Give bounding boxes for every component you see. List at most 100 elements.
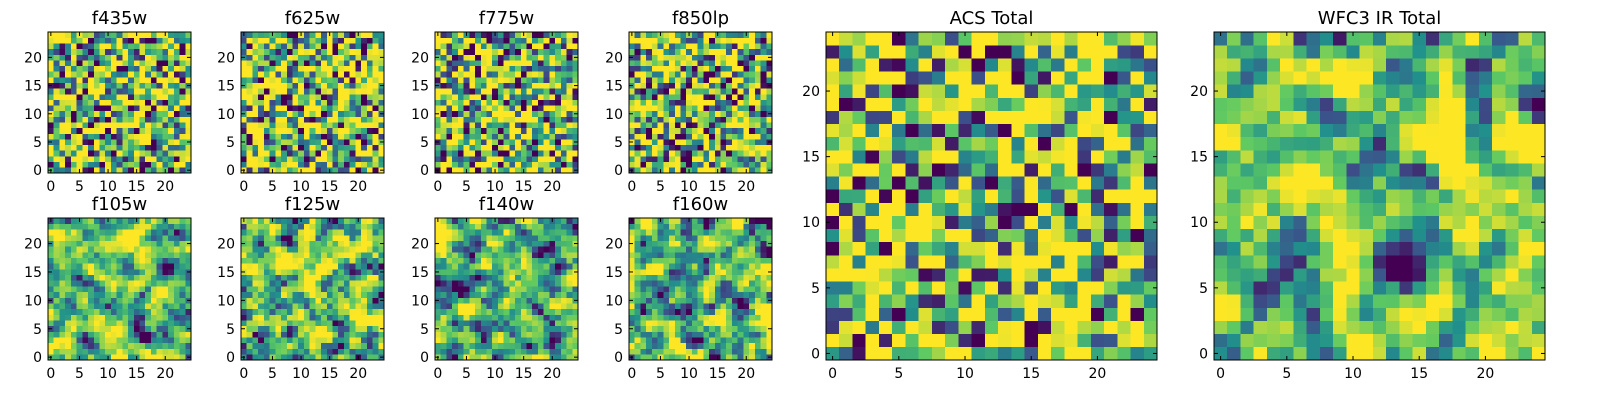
heatmap-cell <box>560 246 567 253</box>
heatmap-cell <box>549 291 556 298</box>
heatmap-cell <box>145 325 152 332</box>
heatmap-cell <box>122 71 129 78</box>
heatmap-cell <box>537 116 544 123</box>
heatmap-cell <box>743 337 750 344</box>
heatmap-cell <box>532 144 539 151</box>
heatmap-cell <box>703 116 710 123</box>
heatmap-cell <box>128 150 135 157</box>
heatmap-cells <box>629 218 773 361</box>
heatmap-cell <box>139 342 146 349</box>
heatmap-cell <box>275 337 282 344</box>
heatmap-cell <box>714 82 721 89</box>
heatmap-cell <box>65 280 72 287</box>
heatmap-cell <box>355 144 362 151</box>
heatmap-cell <box>168 314 175 321</box>
heatmap-cell <box>82 337 89 344</box>
heatmap-cell <box>269 133 276 140</box>
heatmap-cell <box>275 257 282 264</box>
heatmap-cell <box>629 314 635 321</box>
heatmap-cell <box>726 99 733 106</box>
heatmap-cell <box>76 139 83 146</box>
heatmap-cell <box>663 274 670 281</box>
heatmap-cell <box>503 297 510 304</box>
heatmap-cell <box>65 105 72 112</box>
heatmap-cell <box>275 105 282 112</box>
heatmap-cell <box>497 127 504 134</box>
heatmap-cell <box>65 82 72 89</box>
heatmap-cell <box>156 337 163 344</box>
heatmap-cell <box>286 150 293 157</box>
heatmap-cell <box>372 274 379 281</box>
heatmap-cell <box>65 167 72 174</box>
heatmap-cell <box>145 337 152 344</box>
heatmap-cell <box>156 167 163 174</box>
heatmap-cell <box>754 308 761 315</box>
heatmap-cell <box>691 99 698 106</box>
heatmap-cell <box>651 71 658 78</box>
heatmap-cell <box>321 127 328 134</box>
heatmap-cell <box>680 280 687 287</box>
heatmap-cell <box>355 133 362 140</box>
heatmap-cell <box>440 342 447 349</box>
heatmap-cell <box>663 139 670 146</box>
heatmap-cell <box>703 60 710 67</box>
heatmap-cell <box>503 269 510 276</box>
heatmap-cell <box>145 348 152 355</box>
heatmap-cell <box>110 235 117 241</box>
heatmap-cell <box>452 308 459 315</box>
heatmap-cell <box>252 252 259 259</box>
heatmap-cell <box>246 71 253 78</box>
heatmap-cell <box>76 240 83 247</box>
heatmap-cell <box>76 110 83 117</box>
heatmap-cell <box>332 167 339 174</box>
heatmap-cell <box>366 43 373 50</box>
heatmap-cell <box>743 156 750 162</box>
heatmap-cell <box>566 144 573 151</box>
heatmap-cell <box>743 297 750 304</box>
heatmap-cell <box>355 229 362 236</box>
heatmap-cell <box>663 303 670 310</box>
heatmap-cell <box>59 223 66 230</box>
heatmap-cell <box>263 354 270 361</box>
heatmap-cell <box>737 297 744 304</box>
heatmap-cell <box>452 354 459 361</box>
heatmap-cell <box>452 94 459 100</box>
heatmap-cell <box>480 48 487 55</box>
heatmap-cell <box>537 286 544 293</box>
heatmap-cell <box>549 144 556 151</box>
heatmap-cell <box>372 144 379 151</box>
heatmap-cell <box>560 223 567 230</box>
heatmap-cell <box>286 167 293 174</box>
heatmap-cell <box>378 303 385 310</box>
heatmap-cell <box>150 240 157 247</box>
heatmap-cell <box>275 71 282 78</box>
heatmap-cell <box>355 286 362 293</box>
y-tick-label: 20 <box>411 50 429 66</box>
heatmap-cell <box>349 37 356 44</box>
heatmap-cell <box>269 229 276 236</box>
heatmap-cell <box>452 144 459 151</box>
heatmap-cell <box>133 116 140 123</box>
heatmap-cell <box>332 314 339 321</box>
heatmap-cell <box>749 37 756 44</box>
heatmap-cell <box>355 139 362 146</box>
heatmap-cell <box>70 110 77 117</box>
heatmap-cell <box>292 252 299 259</box>
heatmap-cell <box>486 94 493 100</box>
heatmap-cell <box>168 60 175 67</box>
heatmap-cell <box>76 77 83 84</box>
heatmap-cell <box>93 354 100 361</box>
heatmap-cell <box>133 297 140 304</box>
heatmap-cell <box>105 274 112 281</box>
heatmap-cell <box>168 144 175 151</box>
heatmap-cell <box>549 127 556 134</box>
heatmap-cell <box>48 77 54 84</box>
heatmap-cell <box>532 331 539 338</box>
heatmap-cell <box>361 60 368 67</box>
heatmap-cell <box>749 94 756 100</box>
heatmap-cell <box>110 110 117 117</box>
heatmap-cell <box>446 320 453 327</box>
heatmap-cell <box>70 82 77 89</box>
heatmap-cell <box>99 320 106 327</box>
